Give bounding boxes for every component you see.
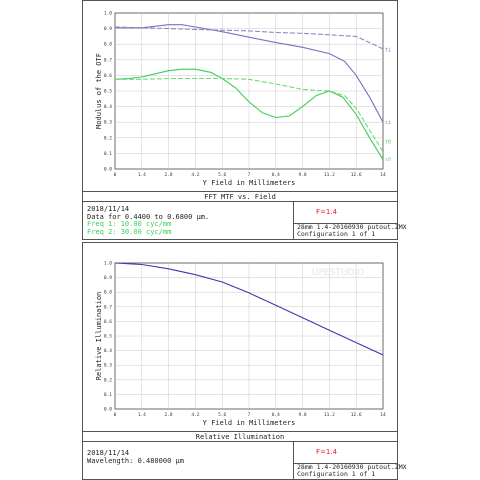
- mtf-series-ti: [115, 24, 384, 123]
- mtf-y-tick-label: 0.2: [104, 135, 112, 141]
- illumination-y-tick-label: 1.0: [104, 261, 112, 267]
- mtf-x-tick-label: 7: [248, 172, 251, 178]
- mtf-y-tick-label: 1.0: [104, 11, 112, 17]
- illumination-x-tick-label: 5.6: [218, 412, 226, 418]
- mtf-series-label-s0: s0: [385, 157, 391, 163]
- illumination-x-tick-label: 4.2: [191, 412, 199, 418]
- illumination-y-tick-label: 0.0: [104, 407, 112, 413]
- mtf-freq1: Freq 1: 10.00 cyc/mm: [87, 220, 172, 229]
- mtf-series-si: [114, 26, 384, 50]
- illumination-wavelength: Wavelength: 0.480000 µm: [87, 456, 184, 465]
- illumination-x-tick-label: 12.6: [351, 412, 362, 418]
- mtf-x-tick-label: 11.2: [324, 172, 335, 178]
- illumination-x-tick-label: 2.8: [165, 412, 173, 418]
- illumination-y-tick-label: 0.4: [104, 348, 112, 354]
- mtf-y-tick-label: 0.7: [104, 57, 112, 63]
- illumination-x-tick-label: 0: [114, 412, 117, 418]
- illumination-y-tick-label: 0.5: [104, 334, 112, 340]
- mtf-series-s0: [115, 77, 384, 153]
- mtf-x-tick-label: 8.4: [272, 172, 280, 178]
- mtf-info-left: 2018/11/14 Data for 0.4400 to 0.6800 µm.…: [87, 205, 210, 236]
- mtf-series-label-si: si: [385, 120, 391, 126]
- mtf-y-tick-label: 0.5: [104, 89, 112, 95]
- illumination-panel: 0 1.4 2.8 4.2 5.6 7 8.4 9.8 11.2 12.6 14 0.0 0.1 0.2 0…: [82, 242, 407, 480]
- mtf-info-divider: [294, 223, 397, 224]
- illumination-series-0: [114, 262, 384, 356]
- mtf-wavelength: Data for 0.4400 to 0.6800 µm.: [87, 212, 210, 221]
- mtf-panel: 0 1.4 2.8 4.2 5.6 7 8.4 9.8 11.2 12.6 14 0.0 0.1 0.2 0…: [82, 0, 407, 240]
- mtf-x-tick-label: 12.6: [351, 172, 362, 178]
- mtf-x-tick-label: 5.6: [218, 172, 226, 178]
- mtf-y-tick-label: 0.6: [104, 73, 112, 79]
- mtf-fnumber: F=1.4: [316, 208, 338, 216]
- illumination-x-tick-label: 8.4: [272, 412, 280, 418]
- mtf-y-tick-label: 0.8: [104, 42, 112, 48]
- illumination-y-tick-label: 0.7: [104, 304, 112, 310]
- illumination-x-axis-label: Y Field in Millimeters: [203, 419, 296, 427]
- illumination-date: 2018/11/14: [87, 449, 130, 457]
- illumination-y-tick-label: 0.9: [104, 275, 112, 281]
- mtf-chart: 0 1.4 2.8 4.2 5.6 7 8.4 9.8 11.2 12.6 14 0.0 0.1 0.2 0…: [95, 11, 391, 188]
- illumination-y-axis-label: Relative Illumination: [95, 292, 103, 381]
- mtf-x-tick-label: 9.8: [299, 172, 307, 178]
- illumination-y-tick-label: 0.1: [104, 392, 112, 398]
- mtf-series-label-t0: t0: [385, 140, 391, 146]
- illumination-info-left: 2018/11/14 Wavelength: 0.480000 µm: [87, 449, 184, 465]
- mtf-info-block: 2018/11/14 Data for 0.4400 to 0.6800 µm.…: [83, 202, 407, 239]
- mtf-config: Configuration 1 of 1: [297, 230, 376, 238]
- mtf-date: 2018/11/14: [87, 205, 130, 213]
- mtf-series-t0: [114, 68, 384, 160]
- illumination-info-divider: [294, 463, 397, 464]
- mtf-x-tick-label: 4.2: [191, 172, 199, 178]
- illumination-x-tick-label: 7: [248, 412, 251, 418]
- illumination-y-tick-label: 0.6: [104, 319, 112, 325]
- mtf-freq2: Freq 2: 30.00 cyc/mm: [87, 227, 172, 236]
- illumination-x-tick-label: 1.4: [138, 412, 146, 418]
- watermark-logo: UPESTUDIO: [312, 268, 364, 278]
- illumination-chart: 0 1.4 2.8 4.2 5.6 7 8.4 9.8 11.2 12.6 14 0.0 0.1 0.2 0…: [95, 261, 386, 428]
- illumination-caption: Relative Illumination: [83, 431, 397, 442]
- illumination-x-tick-label: 14: [380, 412, 386, 418]
- mtf-x-tick-label: 0: [114, 172, 117, 178]
- mtf-info-right: F=1.4 28mm 1.4-20160930 putout.ZMX Confi…: [293, 202, 407, 239]
- illumination-x-tick-label: 11.2: [324, 412, 335, 418]
- mtf-x-axis-label: Y Field in Millimeters: [203, 179, 296, 187]
- mtf-y-axis-label: Modulus of the OTF: [95, 53, 103, 129]
- mtf-y-tick-label: 0.3: [104, 120, 112, 126]
- mtf-x-tick-label: 14: [380, 172, 386, 178]
- mtf-y-tick-label: 0.1: [104, 151, 112, 157]
- mtf-caption: FFT MTF vs. Field: [83, 191, 397, 202]
- mtf-y-tick-label: 0.0: [104, 167, 112, 173]
- illumination-fnumber: F=1.4: [316, 448, 338, 456]
- illumination-y-tick-label: 0.8: [104, 290, 112, 296]
- illumination-x-tick-label: 9.8: [299, 412, 307, 418]
- illumination-config: Configuration 1 of 1: [297, 470, 376, 478]
- mtf-series-label-ti: ti: [385, 48, 391, 54]
- illumination-info-right: F=1.4 28mm 1.4-20160930 putout.ZMX Confi…: [293, 442, 407, 479]
- mtf-x-tick-label: 1.4: [138, 172, 146, 178]
- illumination-file: 28mm 1.4-20160930 putout.ZMX: [297, 463, 407, 471]
- mtf-x-tick-label: 2.8: [165, 172, 173, 178]
- illumination-y-tick-label: 0.2: [104, 377, 112, 383]
- mtf-y-tick-label: 0.4: [104, 104, 112, 110]
- illumination-info-block: 2018/11/14 Wavelength: 0.480000 µm F=1.4…: [83, 442, 407, 479]
- mtf-file: 28mm 1.4-20160930 putout.ZMX: [297, 223, 407, 231]
- mtf-y-tick-label: 0.9: [104, 26, 112, 32]
- illumination-y-tick-label: 0.3: [104, 363, 112, 369]
